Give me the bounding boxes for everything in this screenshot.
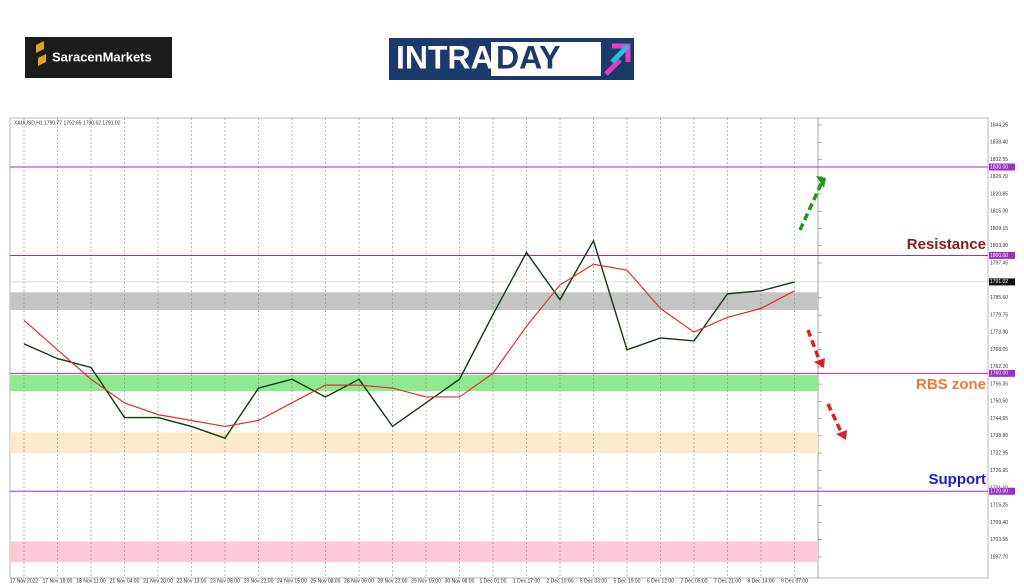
level-tag [989, 487, 1015, 495]
logo-left: INTRA [396, 39, 494, 75]
x-tick-label: 30 Nov 08:00 [445, 578, 475, 584]
x-tick-label: 25 Nov 08:00 [311, 578, 341, 584]
series-line [23, 238, 795, 440]
y-tick-label: 1744.65 [990, 416, 1008, 422]
annotation: Resistance [907, 236, 986, 253]
price-label: 1791.02 [990, 279, 1008, 285]
y-tick-label: 1709.40 [990, 520, 1008, 526]
y-tick-label: 1809.15 [990, 226, 1008, 232]
x-tick-label: 6 Dec 12:00 [647, 578, 674, 584]
level-label: 1830.00 [990, 164, 1008, 170]
broker-logo-box [25, 37, 172, 78]
y-tick-label: 1756.35 [990, 381, 1008, 387]
x-tick-label: 21 Nov 04:00 [110, 578, 140, 584]
x-tick-label: 21 Nov 20:00 [143, 578, 173, 584]
broker-name: SaracenMarkets [52, 49, 152, 64]
broker-icon [36, 41, 46, 66]
price-tag [989, 278, 1015, 286]
zone [10, 541, 818, 563]
zone [10, 432, 818, 453]
y-tick-label: 1697.70 [990, 554, 1008, 560]
level-tag [989, 369, 1015, 377]
logo-arrow [610, 44, 630, 64]
x-tick-label: 24 Nov 15:00 [277, 578, 307, 584]
x-tick-label: 7 Dec 05:00 [681, 578, 708, 584]
y-tick-label: 1773.90 [990, 330, 1008, 336]
y-tick-label: 1826.70 [990, 174, 1008, 180]
annotation: Support [929, 471, 987, 488]
x-tick-label: 23 Nov 06:00 [210, 578, 240, 584]
intraday-logo: INTRA DAY [389, 38, 634, 80]
x-tick-label: 8 Dec 14:00 [748, 578, 775, 584]
zone [10, 374, 818, 392]
down-arrow [806, 329, 822, 363]
down-arrow-head [814, 358, 825, 368]
y-tick-label: 1732.95 [990, 450, 1008, 456]
x-tick-label: 1 Dec 17:00 [513, 578, 540, 584]
x-tick-label: 17 Nov 18:00 [43, 578, 73, 584]
x-tick-label: 18 Nov 11:00 [76, 578, 106, 584]
level-tag [989, 163, 1015, 171]
y-tick-label: 1738.80 [990, 433, 1008, 439]
x-tick-label: 2 Dec 10:00 [547, 578, 574, 584]
x-tick-label: 1 Dec 01:00 [480, 578, 507, 584]
x-tick-label: 22 Nov 13:00 [177, 578, 207, 584]
y-tick-label: 1844.25 [990, 122, 1008, 128]
x-tick-label: 5 Dec 03:00 [580, 578, 607, 584]
zone [10, 292, 818, 310]
arrows [798, 176, 847, 440]
y-tick-label: 1785.60 [990, 295, 1008, 301]
x-tick-label: 7 Dec 21:00 [714, 578, 741, 584]
y-tick-label: 1838.40 [990, 140, 1008, 146]
y-tick-label: 1762.20 [990, 364, 1008, 370]
x-tick-label: 17 Nov 2022 [10, 578, 39, 584]
y-tick-label: 1803.30 [990, 243, 1008, 249]
up-arrow [798, 181, 824, 231]
y-tick-label: 1726.95 [990, 468, 1008, 474]
y-tick-label: 1715.25 [990, 503, 1008, 509]
annotation: RBS zone [916, 376, 986, 393]
chart-title: XAUUSD,H1 1790.77 1792.65 1790.62 1791.0… [14, 120, 121, 126]
y-tick-label: 1832.55 [990, 157, 1008, 163]
level-label: 1720.00 [990, 489, 1008, 495]
x-tick-label: 9 Dec 07:00 [781, 578, 808, 584]
y-tick-label: 1768.05 [990, 347, 1008, 353]
down-arrow [826, 403, 844, 435]
y-tick-label: 1703.55 [990, 537, 1008, 543]
y-tick-label: 1750.50 [990, 399, 1008, 405]
logo-right-box [491, 42, 601, 76]
x-tick-label: 28 Nov 06:00 [344, 578, 374, 584]
y-tick-label: 1779.75 [990, 312, 1008, 318]
level-label: 1760.00 [990, 371, 1008, 377]
x-tick-label: 5 Dec 19:00 [614, 578, 641, 584]
y-tick-label: 1820.85 [990, 191, 1008, 197]
broker-logo: SaracenMarkets [25, 37, 172, 78]
level-tag [989, 251, 1015, 259]
chart-frame [9, 117, 989, 579]
y-tick-label: 1815.00 [990, 209, 1008, 215]
logo-right: DAY [496, 39, 561, 75]
x-tick-label: 29 Nov 15:00 [411, 578, 441, 584]
series-line [23, 263, 795, 428]
down-arrow-head [836, 430, 847, 440]
y-tick-label: 1797.45 [990, 260, 1008, 266]
level-label: 1800.00 [990, 253, 1008, 259]
x-tick-label: 28 Nov 22:00 [378, 578, 408, 584]
x-tick-label: 23 Nov 22:00 [244, 578, 274, 584]
up-arrow-head [816, 176, 826, 188]
